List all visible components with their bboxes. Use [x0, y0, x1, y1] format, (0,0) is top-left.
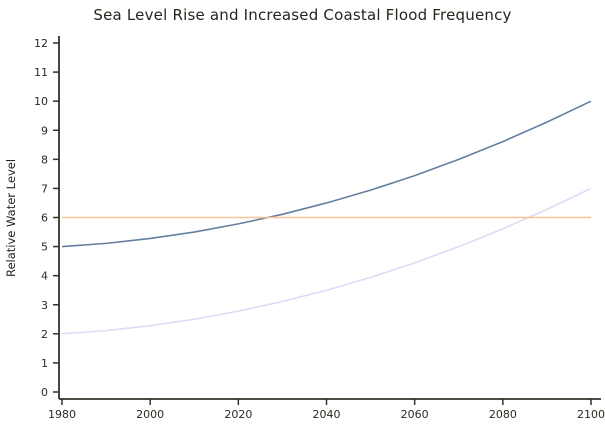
y-tick-label: 6	[41, 212, 48, 225]
high-water-level-curve	[61, 100, 592, 248]
x-tick-label: 2100	[577, 408, 605, 421]
x-tick-label: 2060	[401, 408, 429, 421]
x-tick-label: 2080	[489, 408, 517, 421]
x-tick-label: 2000	[136, 408, 164, 421]
y-tick-label: 10	[34, 95, 48, 108]
y-tick-label: 2	[41, 328, 48, 341]
y-tick-label: 9	[41, 124, 48, 137]
x-tick-label: 2020	[224, 408, 252, 421]
y-tick-label: 1	[41, 357, 48, 370]
chart-title: Sea Level Rise and Increased Coastal Flo…	[93, 6, 512, 24]
y-tick-label: 4	[41, 270, 48, 283]
y-tick-label: 5	[41, 241, 48, 254]
x-tick-label: 2040	[313, 408, 341, 421]
y-tick-label: 7	[41, 182, 48, 195]
y-tick-label: 12	[34, 37, 48, 50]
x-tick-label: 1980	[48, 408, 76, 421]
y-tick-label: 11	[34, 66, 48, 79]
y-tick-label: 0	[41, 386, 48, 399]
y-tick-label: 3	[41, 299, 48, 312]
y-tick-label: 8	[41, 153, 48, 166]
low-water-level-curve	[61, 187, 592, 335]
